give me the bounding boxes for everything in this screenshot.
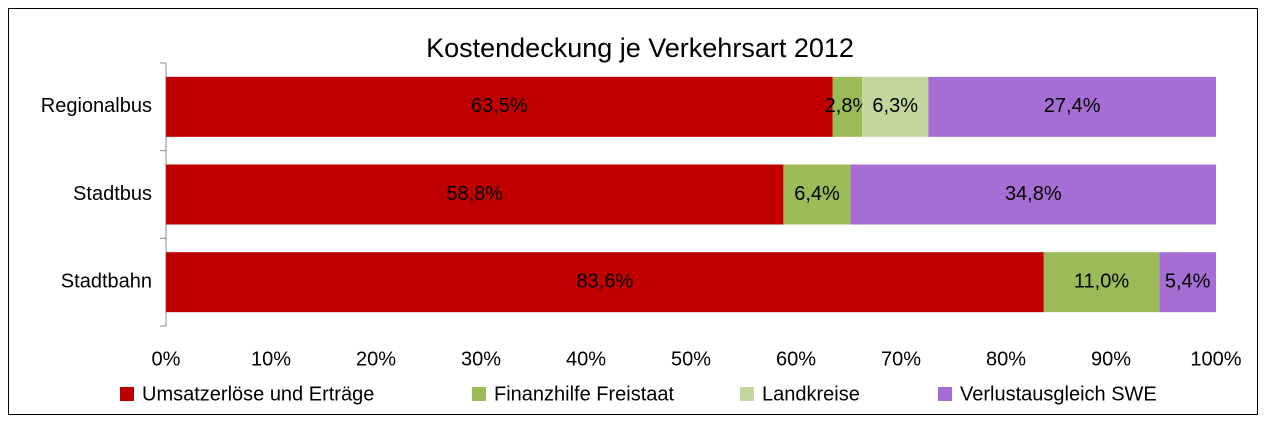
- data-label: 34,8%: [1005, 183, 1062, 205]
- x-tick-label: 100%: [1190, 348, 1241, 370]
- data-label: 11,0%: [1074, 270, 1129, 292]
- x-tick-label: 70%: [881, 348, 921, 370]
- chart-title: Kostendeckung je Verkehrsart 2012: [426, 33, 854, 63]
- x-tick-label: 60%: [776, 348, 816, 370]
- data-label: 27,4%: [1044, 95, 1101, 117]
- bar-segment: [862, 76, 929, 137]
- data-label: 6,3%: [872, 95, 918, 117]
- x-tick-label: 40%: [566, 348, 606, 370]
- legend-label: Umsatzerlöse und Erträge: [142, 383, 374, 405]
- legend-label: Finanzhilfe Freistaat: [494, 383, 675, 405]
- data-label: 63,5%: [471, 95, 528, 117]
- legend-swatch: [120, 387, 134, 401]
- x-tick-label: 0%: [152, 348, 181, 370]
- data-label: 2,8%: [825, 95, 871, 117]
- bar-segment: [1043, 252, 1160, 313]
- legend-label: Landkreise: [762, 383, 860, 405]
- legend-swatch: [740, 387, 754, 401]
- legend-swatch: [938, 387, 952, 401]
- x-tick-label: 10%: [251, 348, 291, 370]
- bar-segment: [832, 76, 863, 137]
- legend-label: Verlustausgleich SWE: [960, 383, 1157, 405]
- x-tick-label: 20%: [356, 348, 396, 370]
- bar-segment: [928, 76, 1216, 137]
- bar-segment: [166, 252, 1044, 313]
- data-label: 58,8%: [446, 183, 503, 205]
- bar-segment: [166, 76, 833, 137]
- data-label: 83,6%: [577, 270, 634, 292]
- data-label: 6,4%: [794, 183, 840, 205]
- x-tick-label: 90%: [1091, 348, 1131, 370]
- y-tick-label: Stadtbus: [73, 183, 152, 205]
- bar-segment: [1159, 252, 1216, 313]
- bar-segment: [166, 164, 784, 225]
- legend-swatch: [472, 387, 486, 401]
- data-label: 5,4%: [1165, 270, 1211, 292]
- bar-segment: [850, 164, 1216, 225]
- y-tick-label: Stadtbahn: [61, 270, 152, 292]
- bar-segment: [783, 164, 851, 225]
- x-tick-label: 30%: [461, 348, 501, 370]
- x-tick-label: 50%: [671, 348, 711, 370]
- x-tick-label: 80%: [986, 348, 1026, 370]
- y-tick-label: Regionalbus: [41, 95, 152, 117]
